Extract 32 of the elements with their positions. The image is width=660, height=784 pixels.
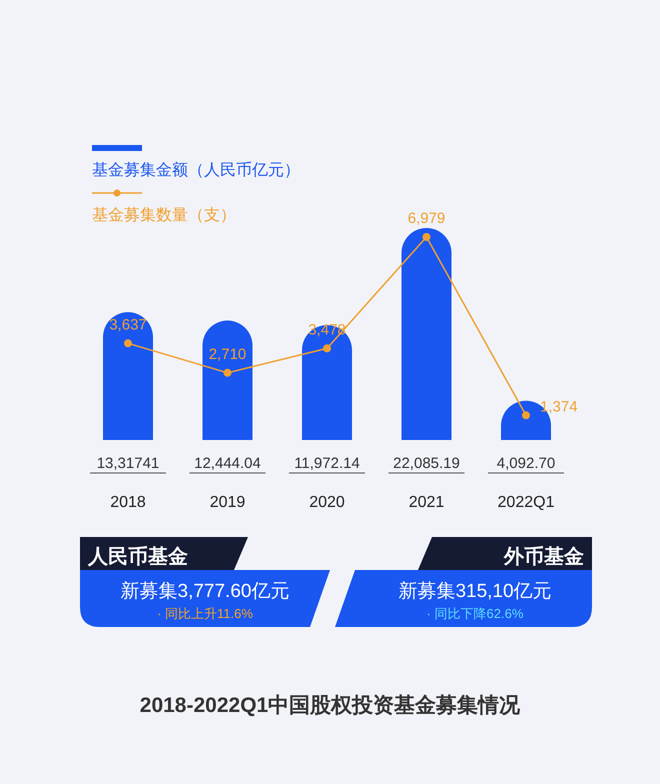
bar xyxy=(302,325,352,440)
text: 2018-2022Q1中国股权投资基金募集情况 xyxy=(140,694,522,717)
point xyxy=(124,339,132,348)
data-label: 12,444.04 xyxy=(194,455,261,472)
data-label: 1,374 xyxy=(540,398,578,416)
data-label: 11,972.14 xyxy=(294,455,360,472)
text: 新募集315,10亿元 xyxy=(398,580,552,602)
point xyxy=(522,411,530,420)
x-tick-label: 2018 xyxy=(110,494,146,511)
data-label: 6,979 xyxy=(408,210,446,227)
legend-label: 基金募集数量（支） xyxy=(92,206,236,224)
text: 外币基金 xyxy=(503,545,584,568)
x-tick-label: 2019 xyxy=(210,494,246,511)
point xyxy=(422,233,430,241)
data-label: 3,637 xyxy=(109,316,147,334)
x-tick-label: 2021 xyxy=(408,494,444,511)
point xyxy=(323,344,331,352)
text: 新募集3,777.60亿元 xyxy=(120,580,290,602)
x-tick-label: 2020 xyxy=(309,494,345,511)
text: · 同比上升11.6% xyxy=(157,606,254,621)
data-label: 13,31741 xyxy=(96,455,160,472)
bar xyxy=(402,228,452,440)
bar xyxy=(103,312,153,440)
text: 人民币基金 xyxy=(87,545,188,568)
data-label: 4,092.70 xyxy=(496,455,556,472)
bar xyxy=(202,320,252,440)
legend-label: 基金募集金额（人民币亿元） xyxy=(92,161,300,179)
x-tick-label: 2022Q1 xyxy=(498,494,555,511)
text: · 同比下降62.6% xyxy=(426,606,524,621)
point xyxy=(224,368,232,377)
data-label: 2,710 xyxy=(208,346,246,363)
data-label: 22,085.19 xyxy=(393,455,460,472)
